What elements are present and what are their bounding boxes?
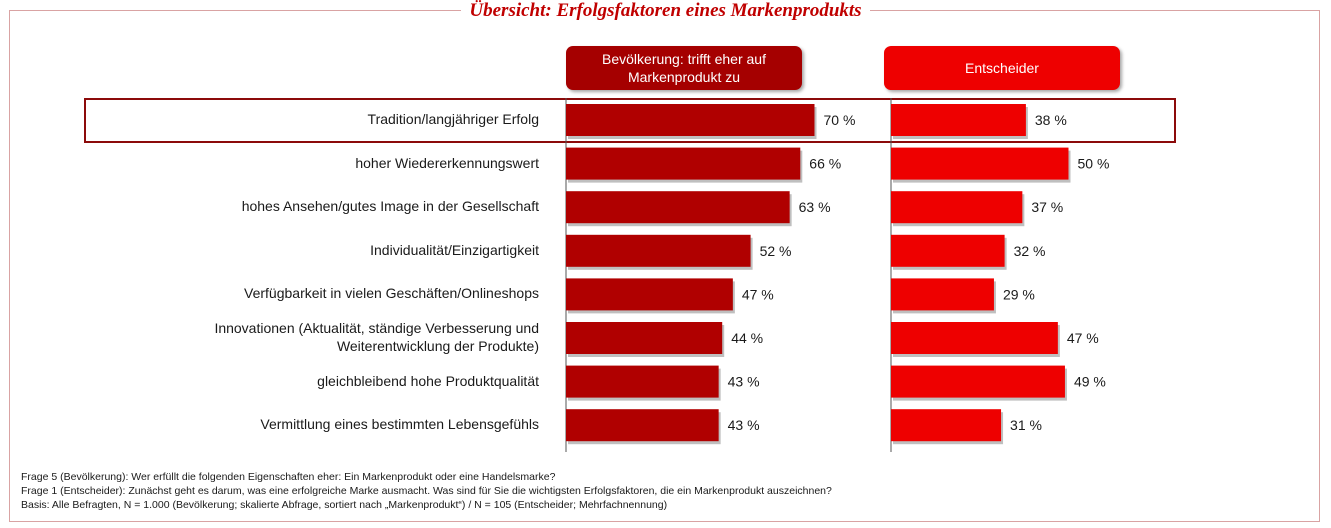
chart-title-text: Übersicht: Erfolgsfaktoren eines Markenp… bbox=[461, 0, 870, 21]
decision-value-label: 31 % bbox=[1010, 417, 1042, 433]
population-header-label: Bevölkerung: trifft eher auf Markenprodu… bbox=[602, 51, 766, 85]
decision-value-label: 47 % bbox=[1067, 330, 1099, 346]
population-bar bbox=[566, 278, 733, 311]
highlight-box bbox=[84, 98, 1176, 143]
decision-bar bbox=[891, 322, 1058, 354]
decision-makers-header-label: Entscheider bbox=[965, 60, 1039, 76]
category-label: Tradition/langjähriger Erfolg bbox=[367, 111, 539, 127]
decision-value-label: 29 % bbox=[1003, 286, 1035, 302]
population-value-label: 43 % bbox=[728, 374, 760, 390]
category-label: gleichbleibend hohe Produktqualität bbox=[317, 372, 539, 389]
population-header: Bevölkerung: trifft eher auf Markenprodu… bbox=[566, 46, 802, 90]
decision-bar bbox=[891, 365, 1065, 398]
population-bar bbox=[566, 322, 723, 354]
population-value-label: 66 % bbox=[809, 156, 841, 172]
category-label: Vermittlung eines bestimmten Lebensgefüh… bbox=[260, 416, 539, 433]
decision-bar bbox=[891, 409, 1002, 442]
decision-value-label: 32 % bbox=[1014, 243, 1046, 259]
category-label: Verfügbarkeit in vielen Geschäften/Onlin… bbox=[244, 285, 539, 302]
population-value-label: 47 % bbox=[742, 286, 774, 302]
decision-value-label: 37 % bbox=[1031, 199, 1063, 215]
chart-title: Übersicht: Erfolgsfaktoren eines Markenp… bbox=[0, 0, 1331, 22]
footnotes: Frage 5 (Bevölkerung): Wer erfüllt die f… bbox=[21, 470, 832, 512]
population-bar bbox=[566, 104, 815, 136]
population-value-label: 43 % bbox=[728, 417, 760, 433]
population-value-label: 63 % bbox=[799, 199, 831, 215]
decision-bar bbox=[891, 278, 994, 311]
decision-makers-header: Entscheider bbox=[884, 46, 1120, 90]
decision-bar bbox=[891, 104, 1026, 136]
footnote-question-1: Frage 1 (Entscheider): Zunächst geht es … bbox=[21, 485, 832, 497]
decision-bar bbox=[891, 234, 1005, 267]
population-value-label: 44 % bbox=[731, 330, 763, 346]
population-bar bbox=[566, 409, 719, 442]
decision-value-label: 38 % bbox=[1035, 112, 1067, 128]
population-value-label: 70 % bbox=[824, 112, 856, 128]
decision-bar bbox=[891, 191, 1023, 224]
footnote-basis: Basis: Alle Befragten, N = 1.000 (Bevölk… bbox=[21, 499, 668, 511]
category-label: hohes Ansehen/gutes Image in der Gesells… bbox=[241, 198, 539, 215]
decision-value-label: 50 % bbox=[1078, 156, 1110, 172]
decision-value-label: 49 % bbox=[1074, 374, 1106, 390]
decision-bar bbox=[891, 147, 1069, 180]
population-bar bbox=[566, 147, 801, 180]
category-label: hoher Wiedererkennungswert bbox=[355, 154, 539, 171]
footnote-question-5: Frage 5 (Bevölkerung): Wer erfüllt die f… bbox=[21, 471, 556, 483]
population-bar bbox=[566, 234, 751, 267]
category-label: Innovationen (Aktualität, ständige Verbe… bbox=[214, 320, 539, 354]
population-value-label: 52 % bbox=[760, 243, 792, 259]
population-bar bbox=[566, 365, 719, 398]
population-bar bbox=[566, 191, 790, 224]
category-label: Individualität/Einzigartigkeit bbox=[370, 241, 539, 258]
